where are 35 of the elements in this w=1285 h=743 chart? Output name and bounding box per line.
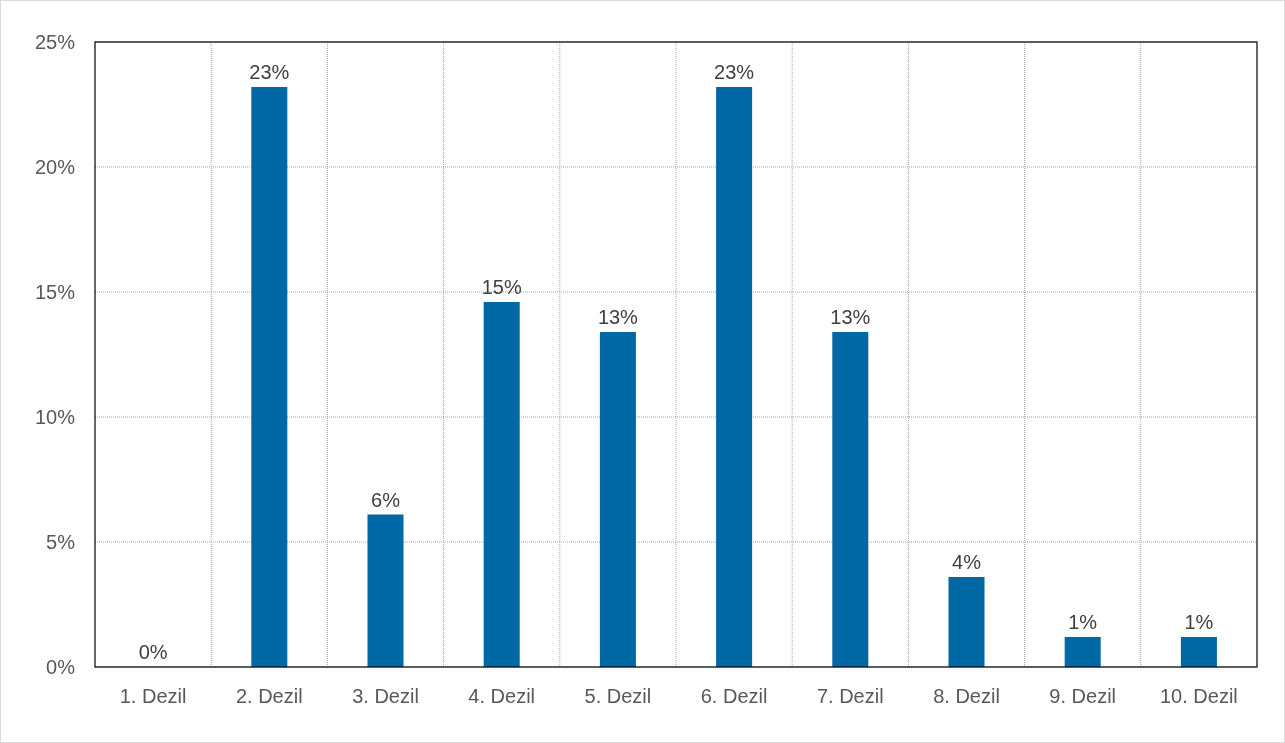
bar xyxy=(483,302,520,667)
data-label: 0% xyxy=(138,641,168,663)
x-tick-label: 1. Dezil xyxy=(119,685,187,707)
x-tick-label: 3. Dezil xyxy=(352,685,419,707)
y-tick-label: 10% xyxy=(34,406,76,428)
y-tick-label: 20% xyxy=(34,156,76,178)
x-tick-label: 4. Dezil xyxy=(468,685,536,707)
data-label: 4% xyxy=(952,551,982,573)
data-label: 23% xyxy=(714,61,755,83)
x-tick-label: 10. Dezil xyxy=(1159,685,1238,707)
x-tick-label: 5. Dezil xyxy=(584,685,652,707)
bar xyxy=(1064,637,1101,667)
x-tick-label: 9. Dezil xyxy=(1049,685,1117,707)
data-label: 15% xyxy=(481,276,522,298)
data-label: 6% xyxy=(371,488,401,511)
x-tick-label: 6. Dezil xyxy=(700,685,768,707)
bar xyxy=(716,87,753,667)
bar xyxy=(1180,637,1217,667)
data-label: 13% xyxy=(597,306,639,328)
x-tick-label: 2. Dezil xyxy=(235,685,303,707)
bar xyxy=(599,332,636,667)
y-tick-label: 5% xyxy=(46,531,76,553)
bar xyxy=(251,87,288,667)
bar xyxy=(948,577,985,667)
data-label: 23% xyxy=(249,61,290,83)
data-label: 1% xyxy=(1184,611,1214,633)
y-tick-label: 15% xyxy=(34,281,76,303)
y-tick-label: 25% xyxy=(34,31,76,53)
bar xyxy=(367,514,404,667)
y-tick-label: 0% xyxy=(46,656,76,678)
bar xyxy=(832,332,869,667)
x-tick-label: 8. Dezil xyxy=(933,685,1000,707)
data-label: 1% xyxy=(1068,611,1098,633)
data-label: 13% xyxy=(830,306,871,328)
x-tick-label: 7. Dezil xyxy=(816,685,884,707)
